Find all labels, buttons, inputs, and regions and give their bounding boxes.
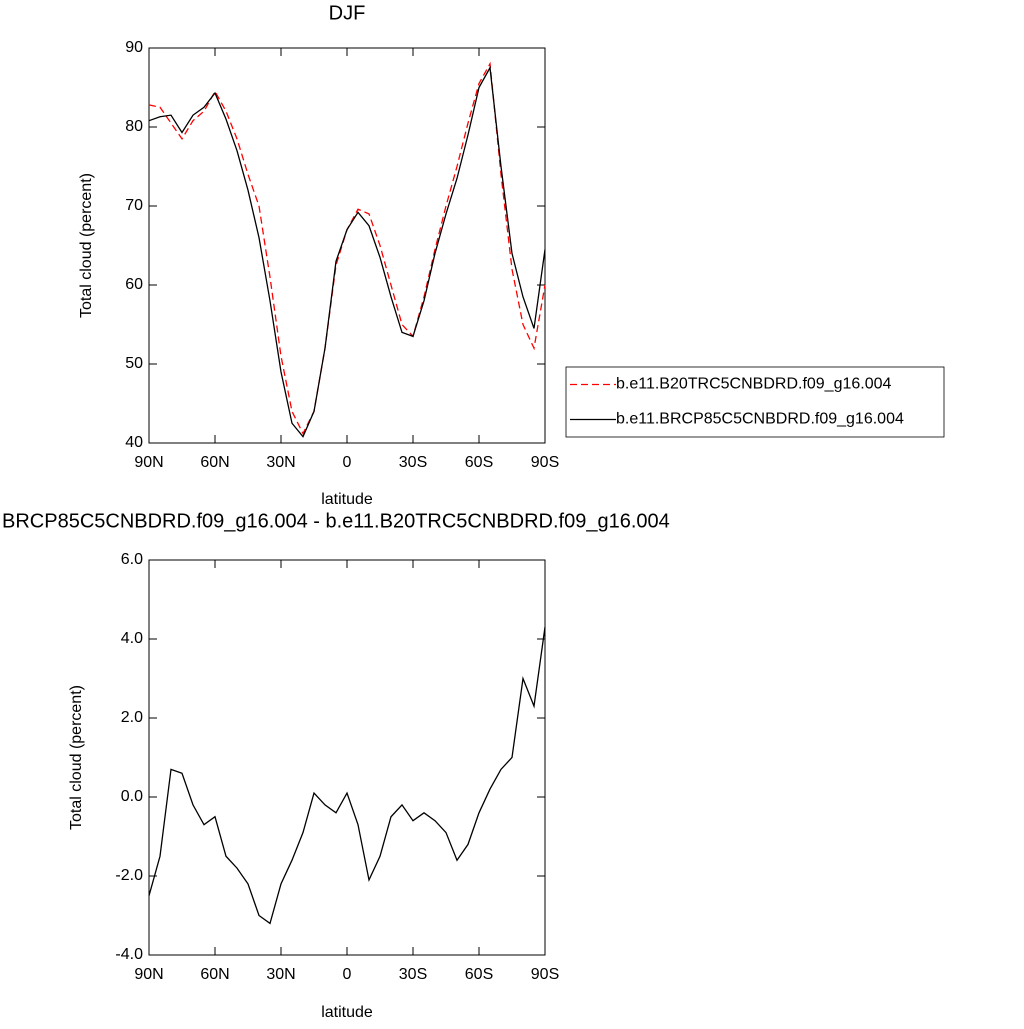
chart-title: DJF <box>329 2 366 24</box>
y-tick-label: 80 <box>125 118 143 135</box>
x-tick-label: 60S <box>465 454 493 471</box>
y-tick-label: 2.0 <box>121 709 143 726</box>
y-tick-label: 6.0 <box>121 551 143 568</box>
legend-box <box>565 366 945 438</box>
y-axis-label: Total cloud (percent) <box>68 685 85 830</box>
y-tick-label: -2.0 <box>115 867 143 884</box>
y-tick-label: 0.0 <box>121 788 143 805</box>
x-tick-label: 90S <box>531 966 559 983</box>
x-axis-label: latitude <box>321 1004 373 1021</box>
legend-label: b.e11.BRCP85C5CNBDRD.f09_g16.004 <box>616 411 904 428</box>
y-tick-label: -4.0 <box>115 946 143 963</box>
x-tick-label: 30S <box>399 454 427 471</box>
y-tick-label: 60 <box>125 276 143 293</box>
x-tick-label: 60N <box>200 454 229 471</box>
y-tick-label: 4.0 <box>121 630 143 647</box>
x-tick-label: 90N <box>134 966 163 983</box>
y-tick-label: 70 <box>125 197 143 214</box>
x-tick-label: 60S <box>465 966 493 983</box>
x-tick-label: 30S <box>399 966 427 983</box>
x-tick-label: 90N <box>134 454 163 471</box>
y-tick-label: 40 <box>125 434 143 451</box>
data-line <box>148 627 546 925</box>
x-tick-label: 0 <box>343 966 352 983</box>
x-tick-label: 0 <box>343 454 352 471</box>
x-tick-label: 60N <box>200 966 229 983</box>
data-line <box>148 65 546 438</box>
y-tick-label: 90 <box>125 39 143 56</box>
y-axis-label: Total cloud (percent) <box>78 173 95 318</box>
data-line <box>148 61 546 435</box>
x-tick-label: 30N <box>266 454 295 471</box>
legend-label: b.e11.B20TRC5CNBDRD.f09_g16.004 <box>616 376 892 393</box>
y-tick-label: 50 <box>125 355 143 372</box>
plot-frame <box>148 559 546 956</box>
x-axis-label: latitude <box>321 491 373 508</box>
chart-title: BRCP85C5CNBDRD.f09_g16.004 - b.e11.B20TR… <box>2 510 670 532</box>
x-tick-label: 30N <box>266 966 295 983</box>
plot-frame <box>148 47 546 444</box>
x-tick-label: 90S <box>531 454 559 471</box>
